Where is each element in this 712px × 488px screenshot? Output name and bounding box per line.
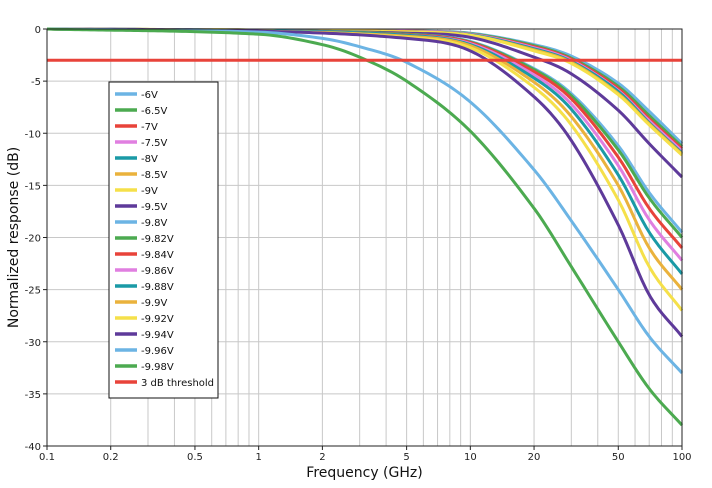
legend-label: -9.86V (141, 266, 174, 277)
y-tick-label: 0 (35, 25, 41, 36)
legend-label: -8.5V (141, 170, 168, 181)
y-tick-label: -35 (25, 390, 41, 401)
legend-label: -6V (141, 90, 158, 101)
y-tick-label: -25 (25, 286, 41, 297)
x-axis-title: Frequency (GHz) (306, 465, 422, 481)
y-axis-title: Normalized response (dB) (6, 147, 22, 328)
x-tick-label: 50 (612, 452, 625, 463)
y-tick-label: -30 (25, 338, 41, 349)
y-tick-label: -15 (25, 181, 41, 192)
legend-label: -9.92V (141, 314, 174, 325)
legend-label: -8V (141, 154, 158, 165)
x-tick-label: 1 (255, 452, 261, 463)
legend-label: -9.9V (141, 298, 168, 309)
y-tick-label: -5 (31, 77, 41, 88)
axis-ticks: 0.1 0.2 0.5 1 2 5 10 20 50 100 0 -5 -10 -15 -20 -25 -30 -… (25, 25, 692, 463)
legend-label: -9.88V (141, 282, 174, 293)
x-tick-label: 5 (403, 452, 409, 463)
legend-label: -9V (141, 186, 158, 197)
legend-label: -9.84V (141, 250, 174, 261)
x-tick-label: 20 (528, 452, 541, 463)
x-tick-label: 10 (464, 452, 477, 463)
x-tick-label: 100 (672, 452, 691, 463)
y-tick-label: -40 (25, 442, 41, 453)
legend-label: -7V (141, 122, 158, 133)
legend-label: -6.5V (141, 106, 168, 117)
legend-label: -7.5V (141, 138, 168, 149)
x-tick-label: 2 (319, 452, 325, 463)
legend-label: -9.96V (141, 346, 174, 357)
legend-label: -9.5V (141, 202, 168, 213)
legend-label: -9.8V (141, 218, 168, 229)
legend-label: 3 dB threshold (141, 378, 214, 389)
y-tick-label: -10 (25, 129, 41, 140)
legend-box (108, 81, 219, 399)
x-tick-label: 0.1 (39, 452, 55, 463)
legend-label: -9.98V (141, 362, 174, 373)
x-tick-label: 0.5 (187, 452, 203, 463)
legend-label: -9.94V (141, 330, 174, 341)
y-tick-label: -20 (25, 234, 41, 245)
legend-label: -9.82V (141, 234, 174, 245)
legend: -6V -6.5V -7V -7.5V -8V -8.5V -9V -9.5V -9.8V -9.… (108, 81, 219, 399)
x-tick-label: 0.2 (103, 452, 119, 463)
